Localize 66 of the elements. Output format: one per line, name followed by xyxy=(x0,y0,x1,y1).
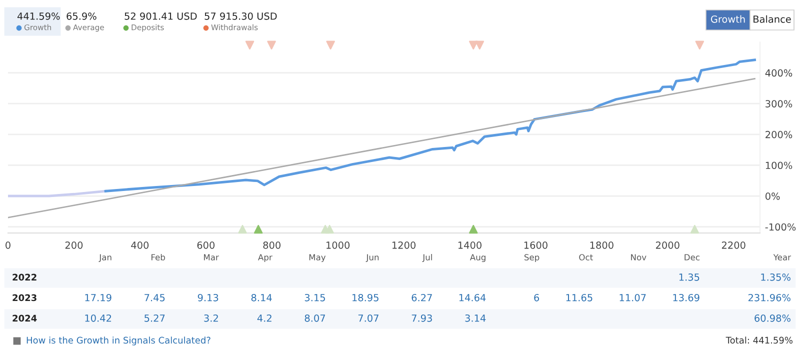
text: 3.2 xyxy=(204,314,218,322)
x-tick-label: 200 xyxy=(65,242,83,249)
text: 1.35% xyxy=(761,273,790,281)
text: 7.45 xyxy=(144,294,165,302)
x-tick-label: 2200 xyxy=(722,242,746,249)
text: Total: 441.59% xyxy=(726,336,793,344)
text: 7.93 xyxy=(412,314,432,322)
x-tick-label: 1200 xyxy=(392,242,416,249)
text: 11.65 xyxy=(566,294,592,302)
category-label: Dec xyxy=(684,254,700,260)
category-label: Aug xyxy=(470,254,486,262)
text: How is the Growth in Signals Calculated? xyxy=(26,336,210,346)
text: 4.2 xyxy=(257,314,272,322)
category-label: Jan xyxy=(98,254,112,262)
category-label: Feb xyxy=(152,254,165,260)
category-label: Oct xyxy=(579,254,593,260)
text: 1.35 xyxy=(679,273,700,281)
y-tick-label: -100% xyxy=(765,223,796,231)
x-tick-label: 0 xyxy=(6,242,10,249)
text: 9.13 xyxy=(198,294,218,302)
y-tick-label: 200% xyxy=(766,130,792,138)
text: 6.27 xyxy=(412,294,432,302)
text: 5.27 xyxy=(144,314,165,322)
text: 18.95 xyxy=(352,294,378,302)
text: Growth xyxy=(710,15,745,23)
text: 11.07 xyxy=(620,294,646,302)
text: 13.69 xyxy=(673,294,700,302)
text: 3.14 xyxy=(465,314,486,322)
x-tick-label: 1400 xyxy=(458,242,482,249)
text: 3.15 xyxy=(304,294,325,302)
text: 8.14 xyxy=(251,294,272,302)
text: 14.64 xyxy=(459,294,486,302)
category-label: Apr xyxy=(258,254,272,262)
text: 8.07 xyxy=(304,314,325,322)
category-label: Sep xyxy=(524,254,540,262)
text: 7.07 xyxy=(358,314,378,322)
text: 57 915.30 USD xyxy=(204,12,277,20)
y-tick-label: 0% xyxy=(766,192,780,200)
text: 10.42 xyxy=(85,314,112,322)
category-label: Year xyxy=(773,254,791,260)
text: 52 901.41 USD xyxy=(124,12,197,20)
category-label: Jul xyxy=(422,254,432,262)
text: 17.19 xyxy=(85,294,112,302)
x-tick-label: 1600 xyxy=(524,242,548,249)
category-label: Jun xyxy=(366,254,379,262)
category-label: 2022 xyxy=(12,274,36,281)
x-tick-label: 600 xyxy=(197,242,215,249)
category-label: 2023 xyxy=(12,294,36,302)
x-tick-label: 1000 xyxy=(326,242,350,249)
text: 441.59% xyxy=(17,12,60,20)
x-tick-label: 1800 xyxy=(590,242,614,249)
category-label: Mar xyxy=(204,254,219,260)
x-tick-label: 800 xyxy=(263,242,280,249)
category-label: Nov xyxy=(631,254,646,260)
y-tick-label: 300% xyxy=(766,100,792,108)
text: 60.98% xyxy=(754,314,790,322)
text: 231.96% xyxy=(748,294,790,302)
text: Balance xyxy=(754,15,791,23)
x-tick-label: 2000 xyxy=(656,242,680,249)
category-label: May xyxy=(309,254,326,262)
text: 6 xyxy=(534,294,540,302)
x-tick-label: 400 xyxy=(131,242,149,249)
category-label: 2024 xyxy=(12,314,37,322)
y-tick-label: 100% xyxy=(766,162,792,170)
y-tick-label: 400% xyxy=(765,69,792,77)
text: 65.9% xyxy=(66,12,96,20)
